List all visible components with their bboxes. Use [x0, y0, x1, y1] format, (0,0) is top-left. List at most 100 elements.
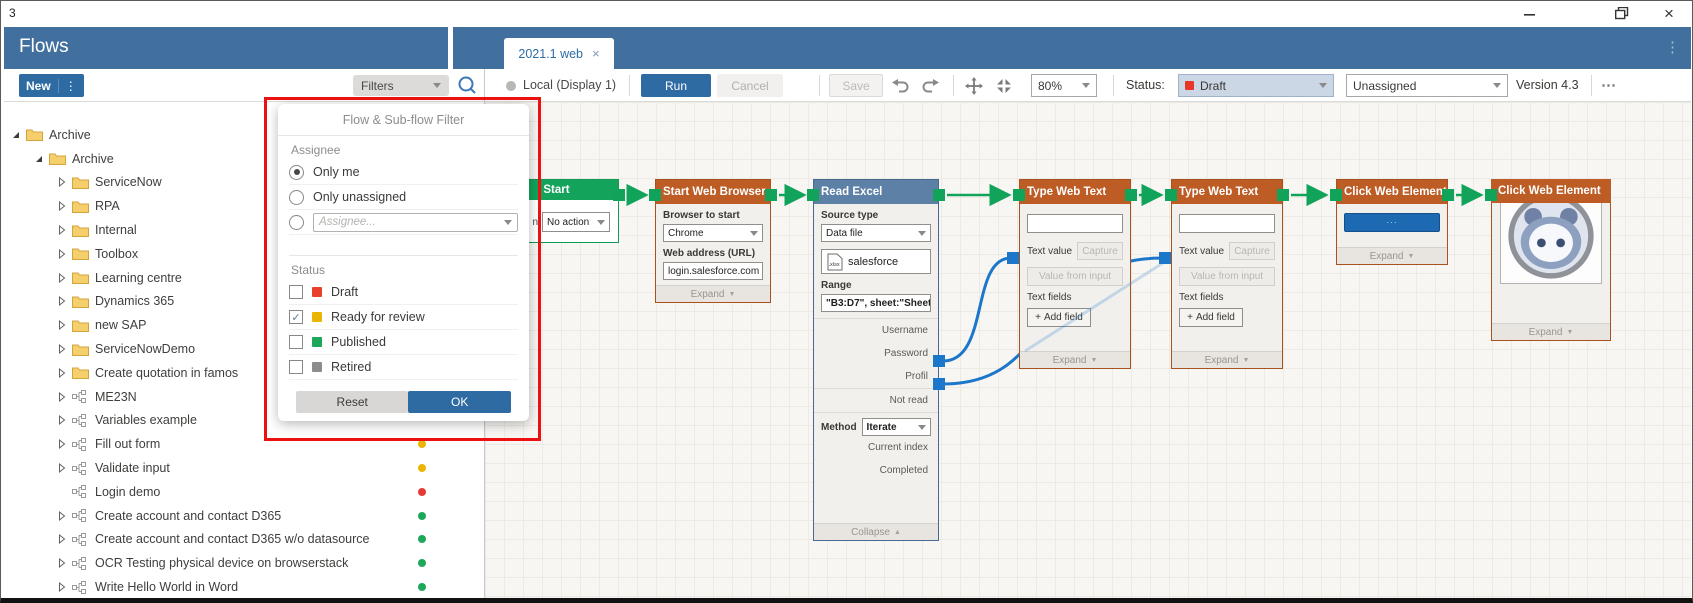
expand-arrow-icon[interactable]: [56, 296, 68, 307]
radio-only-me[interactable]: Only me: [289, 160, 518, 185]
expand-arrow-icon[interactable]: [56, 177, 68, 188]
tree-item[interactable]: Validate input: [4, 456, 444, 480]
tree-item[interactable]: ServiceNow: [4, 171, 444, 195]
captured-element-preview[interactable]: ···: [1344, 213, 1440, 232]
fit-to-screen-icon[interactable]: [995, 77, 1013, 100]
environment-label[interactable]: Local (Display 1): [523, 78, 617, 92]
filters-dropdown[interactable]: Filters: [353, 75, 449, 96]
block-type-web-text-2[interactable]: Type Web Text Text value Capture Value f…: [1171, 179, 1283, 369]
connection-username-to-textvalue[interactable]: [942, 256, 1012, 363]
save-button[interactable]: Save: [829, 74, 883, 97]
tree-item[interactable]: Variables example: [4, 409, 444, 433]
tree-item[interactable]: Create account and contact D365: [4, 504, 444, 528]
tree-item[interactable]: Dynamics 365: [4, 290, 444, 314]
collapse-arrow-icon[interactable]: [33, 154, 45, 164]
editor-menu-kebab-icon[interactable]: ⋮: [1665, 39, 1681, 56]
expand-footer[interactable]: Expand ▼: [1492, 323, 1610, 340]
assignee-combobox[interactable]: Assignee...: [313, 212, 518, 232]
expand-arrow-icon[interactable]: [56, 558, 68, 569]
checkbox-checked-icon[interactable]: ✓: [289, 310, 303, 324]
checkbox-icon[interactable]: [289, 285, 303, 299]
blue-in-connector-textvalue[interactable]: [1159, 252, 1171, 264]
expand-arrow-icon[interactable]: [56, 248, 68, 259]
tree-item[interactable]: Internal: [4, 218, 444, 242]
checkbox-retired[interactable]: Retired: [289, 355, 518, 380]
expand-arrow-icon[interactable]: [56, 344, 68, 355]
radio-icon[interactable]: [289, 189, 304, 205]
expand-arrow-icon[interactable]: [56, 439, 68, 450]
reset-button[interactable]: Reset: [296, 391, 409, 413]
tree-item[interactable]: Archive: [4, 147, 444, 171]
close-button[interactable]: ×: [1664, 3, 1674, 23]
block-type-web-text-1[interactable]: Type Web Text Text value Capture Value f…: [1019, 179, 1131, 369]
output-current-index[interactable]: Current index: [867, 442, 928, 453]
cancel-button[interactable]: Cancel: [717, 74, 783, 97]
expand-arrow-icon[interactable]: [56, 225, 68, 236]
output-not-read[interactable]: Not read: [889, 395, 928, 406]
expand-footer[interactable]: Expand ▼: [1020, 351, 1130, 368]
expand-arrow-icon[interactable]: [56, 510, 68, 521]
expand-arrow-icon[interactable]: [56, 201, 68, 212]
tree-item[interactable]: RPA: [4, 194, 444, 218]
tree-item[interactable]: ServiceNowDemo: [4, 337, 444, 361]
assignee-select[interactable]: Unassigned: [1346, 74, 1508, 97]
new-flow-button[interactable]: New ⋮: [19, 74, 84, 97]
element-selector-input[interactable]: [1027, 214, 1123, 233]
add-field-button[interactable]: + Add field: [1179, 308, 1243, 327]
expand-arrow-icon[interactable]: [56, 463, 68, 474]
value-from-input-button[interactable]: Value from input: [1179, 267, 1275, 286]
expand-footer[interactable]: Expand ▼: [656, 285, 770, 302]
redo-icon[interactable]: [921, 77, 940, 98]
captured-element-preview[interactable]: [1500, 188, 1602, 284]
ok-button[interactable]: OK: [408, 391, 511, 413]
tree-item[interactable]: OCR Testing physical device on browserst…: [4, 551, 444, 575]
new-menu-kebab-icon[interactable]: ⋮: [57, 78, 77, 93]
checkbox-icon[interactable]: [289, 360, 303, 374]
expand-arrow-icon[interactable]: [56, 534, 68, 545]
expand-arrow-icon[interactable]: [56, 415, 68, 426]
expand-arrow-icon[interactable]: [56, 272, 68, 283]
expand-arrow-icon[interactable]: [56, 391, 68, 402]
excel-file-chip[interactable]: .xlsx salesforce: [821, 249, 931, 274]
start-action-select[interactable]: No action: [542, 212, 610, 232]
radio-assignee-select[interactable]: Assignee...: [289, 210, 518, 235]
undo-icon[interactable]: [891, 77, 910, 98]
browser-select[interactable]: Chrome: [663, 224, 763, 242]
blue-in-connector-textvalue[interactable]: [1007, 252, 1019, 264]
tree-item[interactable]: Fill out form: [4, 432, 444, 456]
checkbox-draft[interactable]: Draft: [289, 280, 518, 305]
checkbox-icon[interactable]: [289, 335, 303, 349]
radio-icon[interactable]: [289, 214, 304, 230]
block-start-web-browser[interactable]: Start Web Browser Browser to start Chrom…: [655, 179, 771, 303]
expand-arrow-icon[interactable]: [56, 367, 68, 378]
search-icon[interactable]: [457, 75, 478, 101]
block-click-web-element-2[interactable]: Expand ▼ Click Web Element: [1491, 179, 1611, 341]
expand-arrow-icon[interactable]: [56, 582, 68, 593]
tree-item[interactable]: Login demo: [4, 480, 444, 504]
checkbox-published[interactable]: Published: [289, 330, 518, 355]
tree-item[interactable]: Archive: [4, 123, 444, 147]
run-button[interactable]: Run: [641, 74, 711, 97]
tree-item[interactable]: Write Hello World in Word: [4, 575, 444, 598]
output-username[interactable]: Username: [881, 325, 928, 336]
range-input[interactable]: "B3:D7", sheet:"Sheet1: [821, 294, 931, 312]
block-click-web-element-1[interactable]: Click Web Element ··· Expand ▼: [1336, 179, 1448, 265]
output-profil[interactable]: Profil: [905, 371, 928, 382]
radio-selected-icon[interactable]: [289, 164, 304, 180]
collapse-arrow-icon[interactable]: [10, 130, 22, 140]
capture-button[interactable]: Capture: [1229, 242, 1275, 260]
tab-close-icon[interactable]: ×: [592, 46, 600, 61]
block-read-excel[interactable]: Read Excel Source type Data file .xlsx s…: [813, 179, 939, 541]
source-type-select[interactable]: Data file: [821, 224, 931, 242]
url-input[interactable]: login.salesforce.com: [663, 262, 763, 280]
tree-item[interactable]: Create quotation in famos: [4, 361, 444, 385]
restore-button[interactable]: [1606, 3, 1638, 24]
method-select[interactable]: Iterate: [861, 418, 931, 436]
capture-button[interactable]: Capture: [1077, 242, 1123, 260]
flow-canvas[interactable]: Start n No action Start Web Browser Brow…: [485, 102, 1691, 598]
minimize-button[interactable]: [1514, 3, 1546, 24]
pan-tool-icon[interactable]: [965, 77, 983, 100]
tree-item[interactable]: Learning centre: [4, 266, 444, 290]
checkbox-ready-for-review[interactable]: ✓ Ready for review: [289, 305, 518, 330]
tree-item[interactable]: Toolbox: [4, 242, 444, 266]
